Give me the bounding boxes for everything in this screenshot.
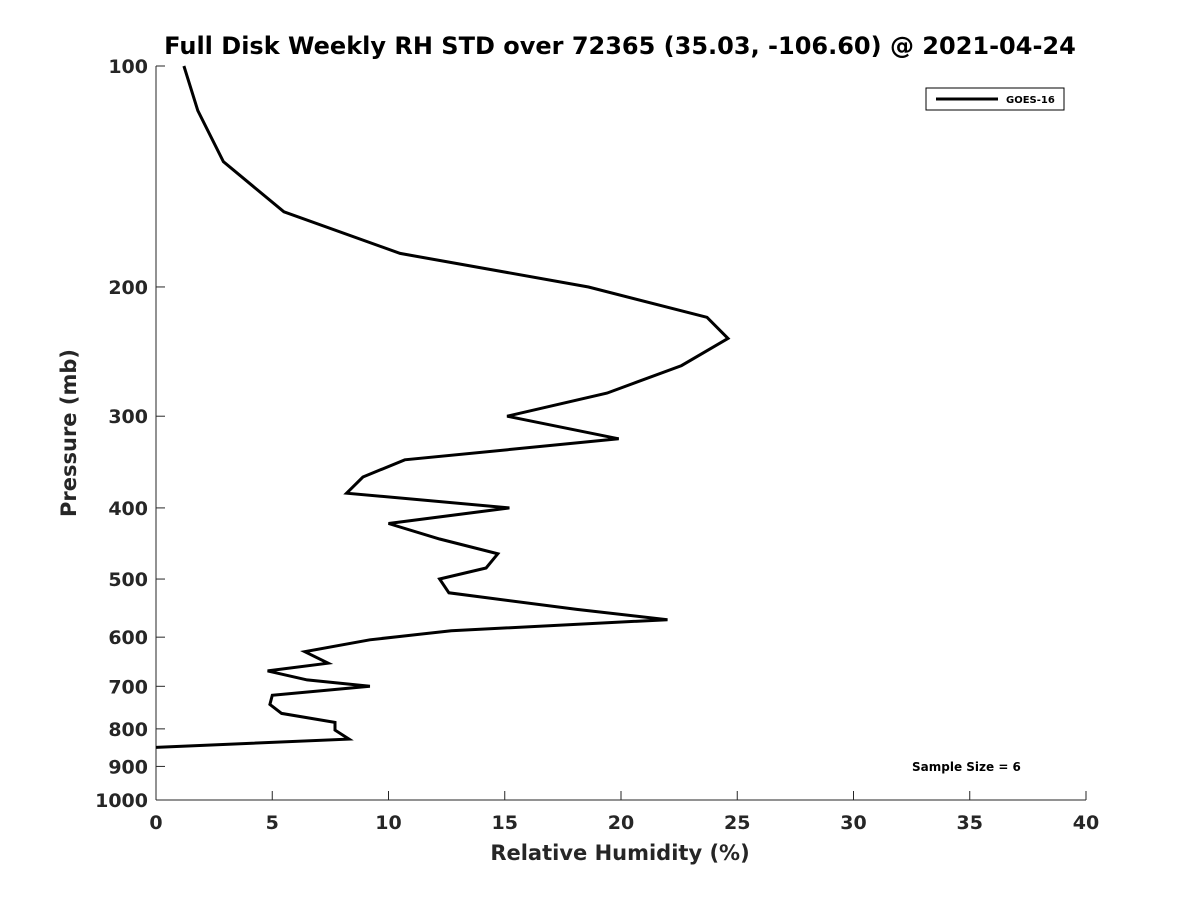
y-tick-label: 800: [108, 719, 148, 741]
sample-size-annotation: Sample Size = 6: [912, 760, 1021, 774]
y-tick-label: 100: [108, 56, 148, 78]
axes-frame: [155, 66, 1086, 801]
y-axis-ticks: 100 200 300 400 500 600 700 800 900 1000: [95, 56, 165, 812]
series-line-goes-16: [155, 65, 731, 749]
series-group: [155, 65, 731, 749]
legend-label-goes-16: GOES-16: [1006, 95, 1055, 106]
y-tick-label: 500: [108, 569, 148, 591]
x-axis-label: Relative Humidity (%): [490, 841, 749, 865]
y-tick-label: 200: [108, 277, 148, 299]
y-tick-label: 1000: [95, 790, 148, 812]
x-tick-label: 10: [375, 812, 401, 834]
y-tick-label: 900: [108, 756, 148, 778]
y-tick-label: 600: [108, 627, 148, 649]
chart-title: Full Disk Weekly RH STD over 72365 (35.0…: [164, 32, 1076, 60]
x-axis-ticks: 0 5 10 15 20 25 30 35 40: [149, 791, 1099, 834]
plot-area: 0 5 10 15 20 25 30 35 40 100 200 300 400 500 600 700 80…: [95, 56, 1099, 834]
y-tick-label: 700: [108, 676, 148, 698]
x-tick-label: 25: [724, 812, 750, 834]
y-axis-label: Pressure (mb): [57, 349, 81, 517]
x-tick-label: 30: [840, 812, 866, 834]
legend: GOES-16: [925, 87, 1065, 111]
y-tick-label: 400: [108, 498, 148, 520]
x-tick-label: 20: [608, 812, 634, 834]
x-tick-label: 0: [149, 812, 162, 834]
x-tick-label: 40: [1073, 812, 1099, 834]
x-tick-label: 15: [492, 812, 518, 834]
y-tick-label: 300: [108, 406, 148, 428]
x-tick-label: 35: [957, 812, 983, 834]
x-tick-label: 5: [266, 812, 279, 834]
